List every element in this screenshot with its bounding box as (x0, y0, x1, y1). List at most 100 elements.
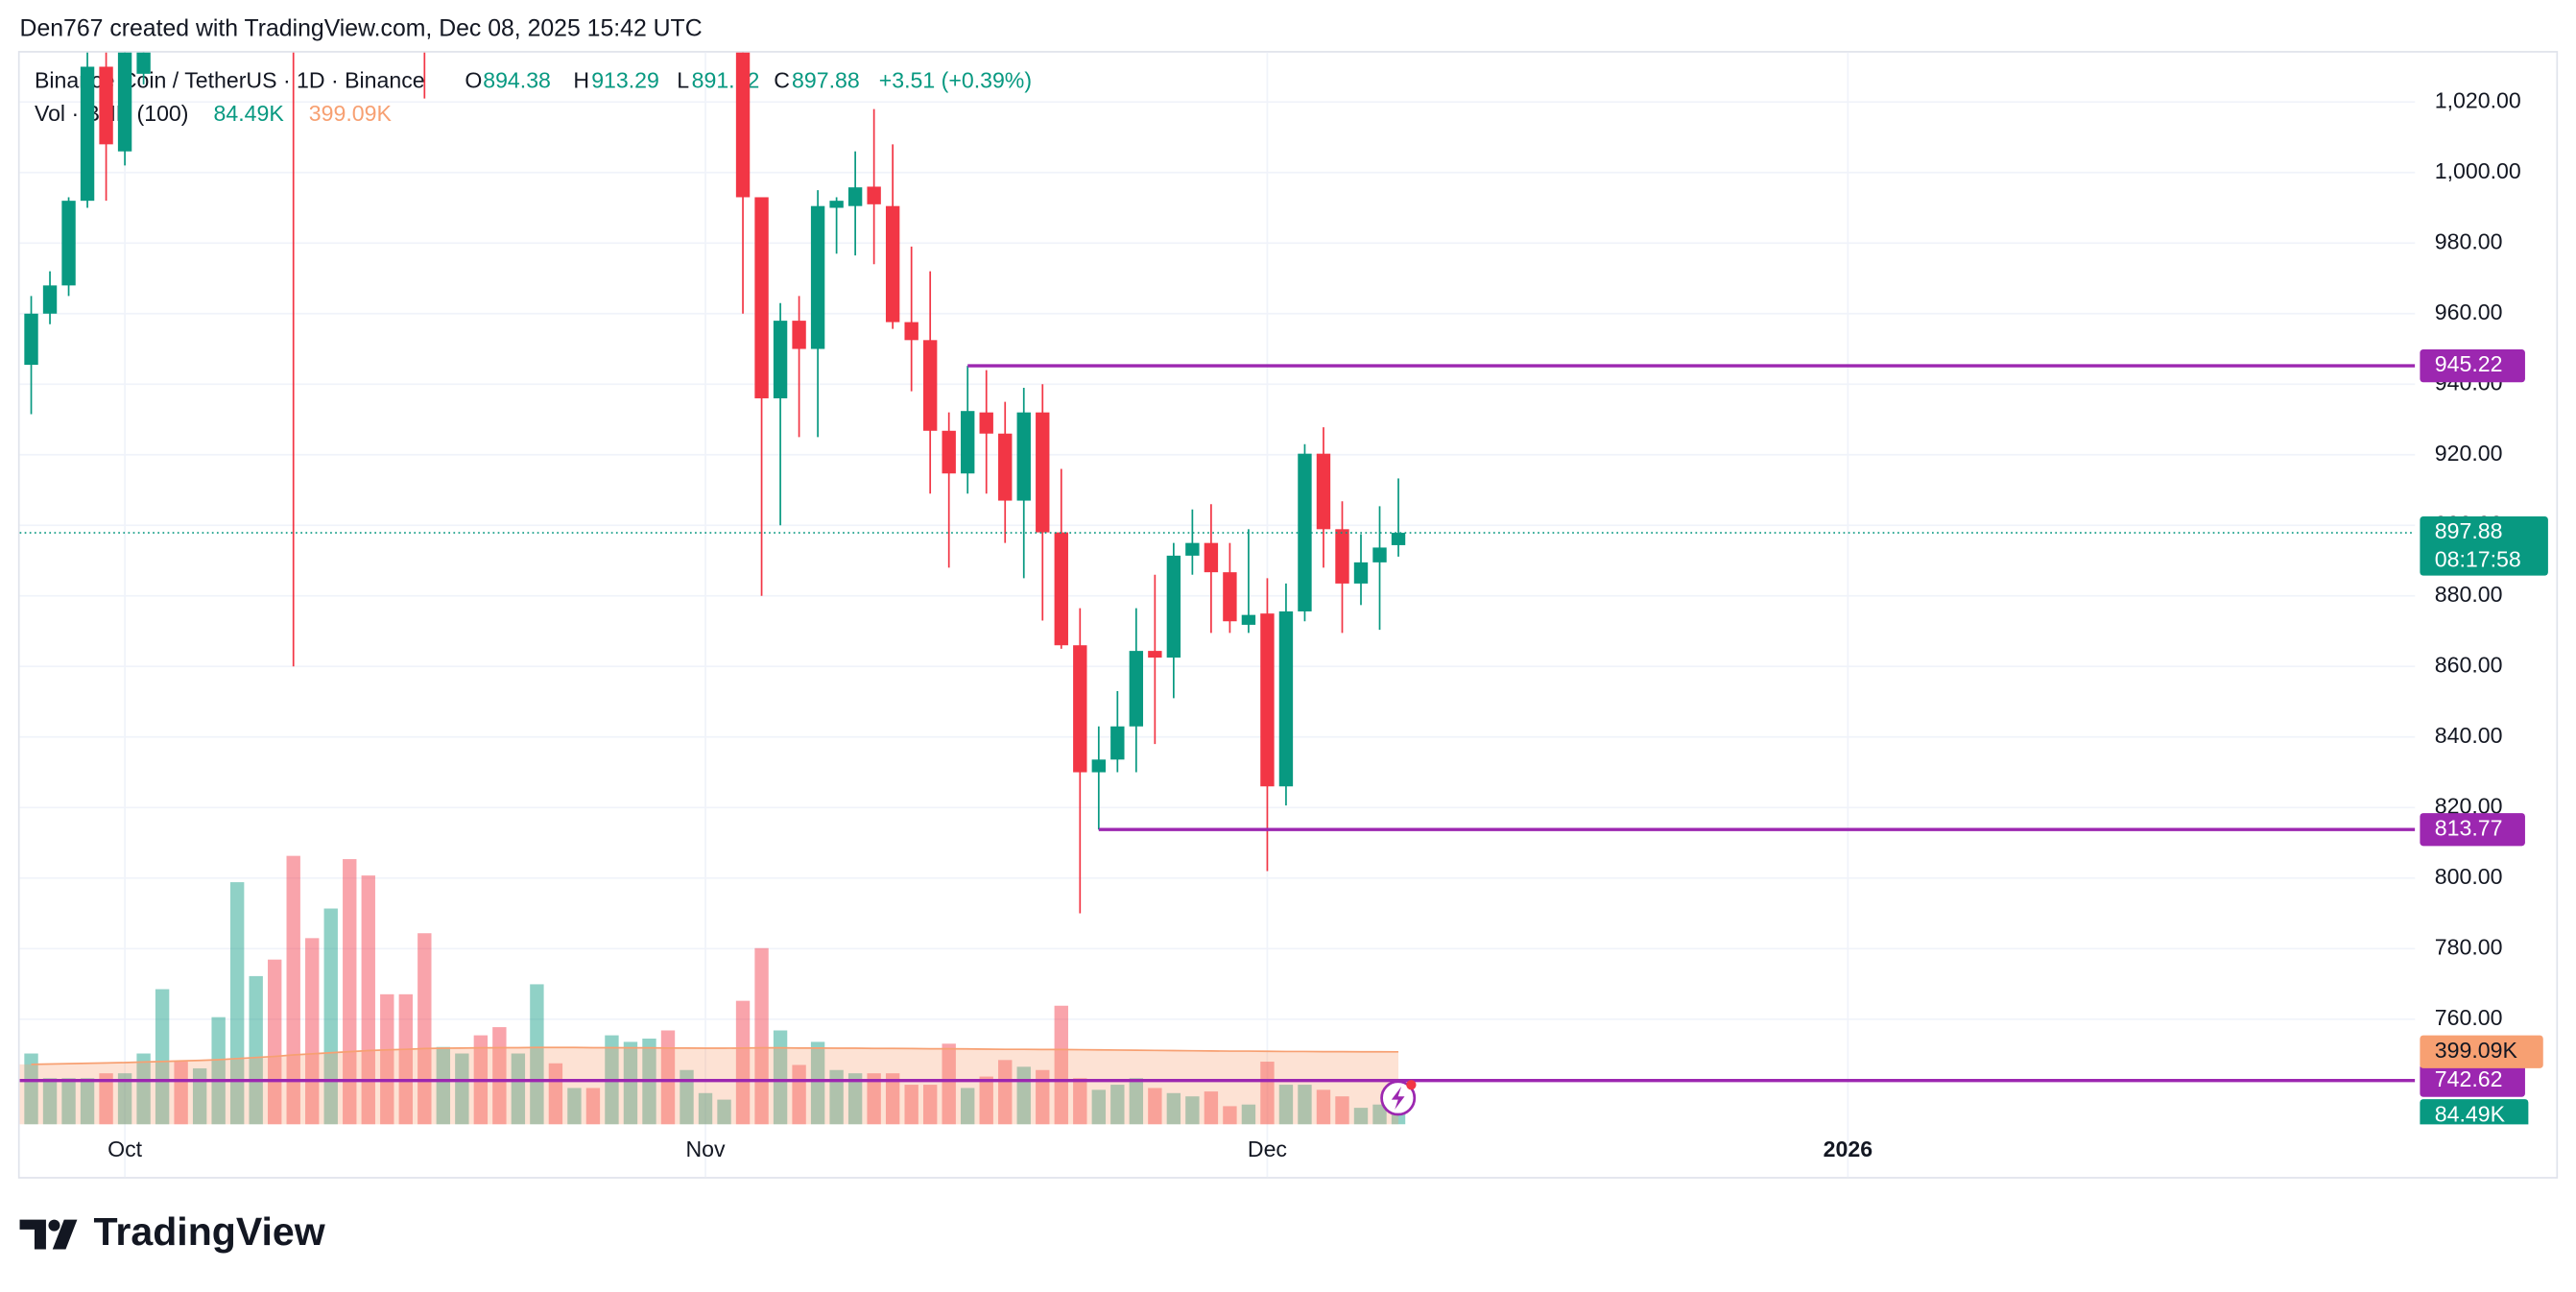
current-price-label: 897.88 (2435, 518, 2503, 543)
y-tick-label: 1,020.00 (2435, 87, 2521, 112)
volume-bar (810, 1041, 825, 1125)
volume-bar (847, 1073, 863, 1125)
volume-ma-label: 399.09K (2435, 1038, 2518, 1063)
volume-bar (343, 859, 357, 1125)
volume-bar (1204, 1091, 1219, 1125)
y-tick-label: 980.00 (2435, 228, 2503, 253)
candle-body (1372, 547, 1387, 562)
candle-body (1316, 453, 1331, 530)
candle-body (979, 412, 993, 434)
volume-bar (511, 1053, 526, 1125)
volume-bar (548, 1063, 563, 1125)
volume-bar (1260, 1062, 1275, 1125)
volume-ma-line (31, 1046, 1399, 1065)
volume-bar (24, 1053, 38, 1125)
candle-body (735, 52, 751, 198)
volume-bar (249, 975, 263, 1125)
candle-body (1091, 759, 1106, 773)
volume-bar (922, 1085, 938, 1125)
candle-body (922, 340, 938, 431)
ohlc-key: L (677, 68, 689, 93)
candle-body (810, 205, 825, 349)
candle-body (117, 52, 132, 152)
candle-body (24, 313, 38, 366)
candle-body (1260, 613, 1275, 787)
candle-body (904, 322, 918, 341)
candle-body (80, 66, 95, 202)
candle-body (1016, 412, 1031, 501)
volume-bar (1148, 1088, 1162, 1125)
candle-body (61, 201, 76, 286)
volume-bar (530, 984, 544, 1125)
candle-body (754, 197, 769, 398)
volume-bar (1278, 1085, 1294, 1125)
volume-bar (1372, 1104, 1387, 1125)
candle-body (942, 430, 956, 474)
candle-body (961, 411, 975, 474)
candle-body (829, 201, 844, 208)
candle-body (1278, 610, 1294, 787)
ohlc-key: O (465, 68, 482, 93)
volume-bar (192, 1068, 207, 1125)
y-tick-label: 760.00 (2435, 1005, 2503, 1030)
candle-body (773, 321, 788, 398)
candle-body (792, 321, 806, 349)
time-axis: Oct Nov Dec 2026 (107, 1136, 1872, 1161)
alert-icon[interactable] (1380, 1080, 1417, 1116)
volume-bar (1316, 1089, 1331, 1125)
volume-ma-area (19, 1047, 1399, 1125)
volume-bar (1166, 1092, 1181, 1125)
volume-bar (942, 1043, 956, 1125)
volume-bar (885, 1073, 900, 1125)
volume-bar (660, 1030, 676, 1125)
volume-bar (1298, 1085, 1312, 1125)
volume-bar (979, 1076, 993, 1125)
ohlc-value: 894.38 (483, 68, 551, 93)
volume-bar (1110, 1085, 1125, 1125)
y-tick-label: 920.00 (2435, 441, 2503, 466)
line-label: 813.77 (2435, 815, 2503, 840)
candle-body (1054, 532, 1068, 646)
volume-bar (1353, 1108, 1369, 1125)
candle-body (885, 205, 900, 323)
candle-body (867, 186, 881, 204)
volume-bar (323, 908, 338, 1125)
countdown: 08:17:58 (2435, 546, 2521, 571)
candle-body (1129, 651, 1144, 727)
volume-bar (961, 1088, 975, 1125)
y-tick-label: 960.00 (2435, 299, 2503, 324)
x-tick-label: 2026 (1824, 1136, 1873, 1161)
volume-bar (80, 1078, 95, 1125)
volume-bar (829, 1069, 844, 1125)
volume-bar (174, 1062, 188, 1125)
volume-ma-box (2420, 1035, 2543, 1068)
plot-area (19, 52, 2416, 1125)
volume-bar (42, 1078, 58, 1125)
line-label: 742.62 (2435, 1066, 2503, 1091)
candle-body (1148, 651, 1162, 658)
volume-bar (136, 1053, 151, 1125)
candle-body (998, 433, 1013, 501)
volume-label: 84.49K (2435, 1101, 2506, 1126)
volume-bar (773, 1030, 788, 1125)
volume-bar (680, 1069, 694, 1125)
attribution: Den767 created with TradingView.com, Dec… (20, 15, 703, 41)
candle-body (847, 187, 863, 206)
candle-body (1241, 614, 1256, 625)
y-tick-label: 840.00 (2435, 723, 2503, 748)
ohlc-key: H (573, 68, 589, 93)
grid (19, 52, 2416, 1178)
candle-body (1204, 542, 1219, 573)
volume-bar (99, 1073, 113, 1125)
volume-bar (305, 938, 320, 1125)
volume-bar (417, 933, 432, 1125)
candle-body (1166, 555, 1181, 658)
line-label-box (2420, 1064, 2525, 1097)
volume-bar (623, 1041, 638, 1125)
candle-body (1353, 562, 1369, 584)
y-tick-label: 800.00 (2435, 864, 2503, 889)
volume-bar (867, 1073, 881, 1125)
ohlc-key: C (774, 68, 790, 93)
